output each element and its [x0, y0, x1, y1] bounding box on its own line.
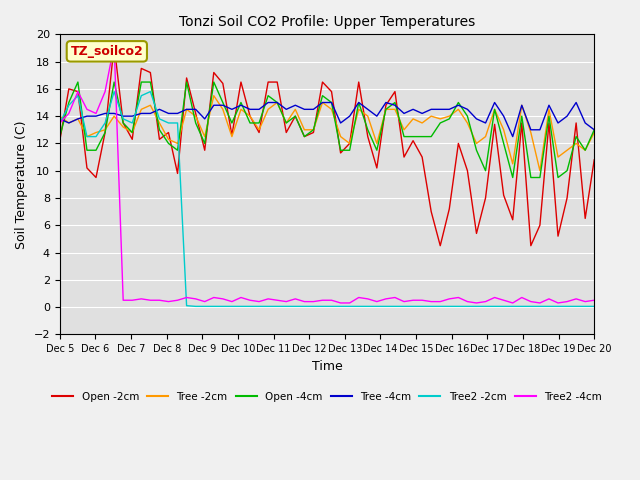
Legend: Open -2cm, Tree -2cm, Open -4cm, Tree -4cm, Tree2 -2cm, Tree2 -4cm: Open -2cm, Tree -2cm, Open -4cm, Tree -4…	[48, 387, 606, 406]
Text: TZ_soilco2: TZ_soilco2	[70, 45, 143, 58]
X-axis label: Time: Time	[312, 360, 342, 372]
Title: Tonzi Soil CO2 Profile: Upper Temperatures: Tonzi Soil CO2 Profile: Upper Temperatur…	[179, 15, 475, 29]
Y-axis label: Soil Temperature (C): Soil Temperature (C)	[15, 120, 28, 249]
